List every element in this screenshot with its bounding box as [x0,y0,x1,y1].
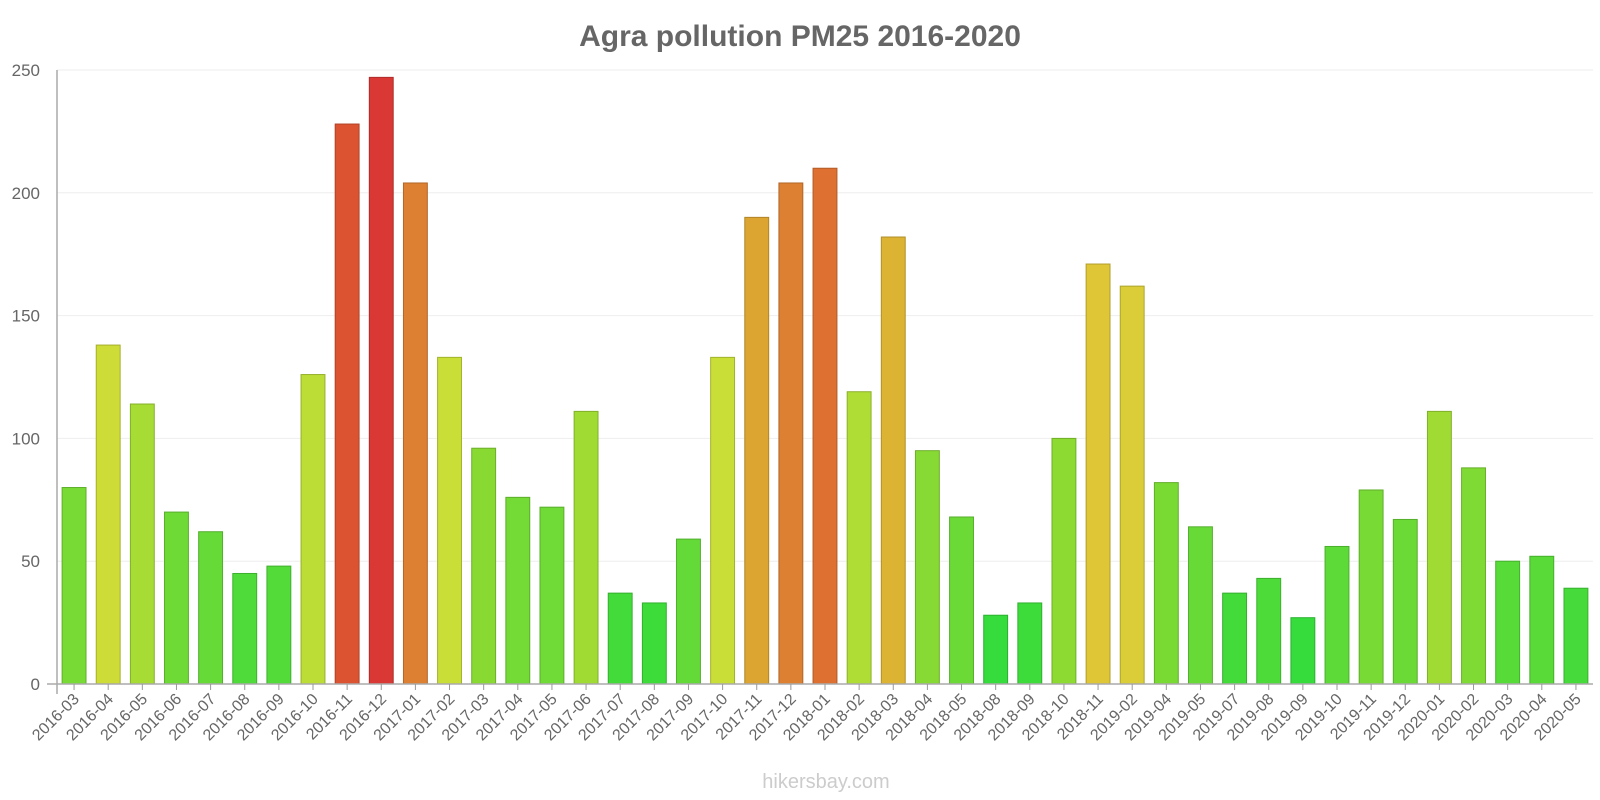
chart-title: Agra pollution PM25 2016-2020 [579,20,1021,53]
y-axis-ticks: 0 50 100 150 200 250 [12,61,40,694]
bar-2018-09[interactable] [1017,602,1043,685]
bar-2017-05[interactable] [539,506,565,685]
bar-2016-10[interactable] [300,374,326,685]
bar-2017-06[interactable] [573,410,599,685]
bar-2020-04[interactable] [1529,555,1555,685]
bar-2017-03[interactable] [471,447,497,685]
bar-2017-07[interactable] [607,592,633,685]
bar-2018-11[interactable] [1085,263,1111,685]
bar-2016-11[interactable] [334,123,360,685]
bar-2019-07[interactable] [1222,592,1248,685]
bar-2019-11[interactable] [1358,489,1384,685]
axes [47,70,1593,694]
bar-2017-11[interactable] [744,216,770,685]
bar-2019-09[interactable] [1290,617,1316,685]
bar-2016-06[interactable] [164,511,189,685]
bar-2016-12[interactable] [368,76,394,685]
y-tick-label-250: 250 [12,61,40,80]
bar-2018-10[interactable] [1051,437,1077,685]
bars [61,76,1589,685]
bar-2016-04[interactable] [95,344,121,685]
bar-2017-01[interactable] [402,182,428,685]
bar-2019-12[interactable] [1392,518,1418,685]
bar-2020-05[interactable] [1563,587,1589,685]
watermark: hikersbay.com [762,771,889,793]
y-tick-label-0: 0 [31,675,40,694]
bar-2016-05[interactable] [129,403,155,685]
bar-2018-08[interactable] [983,614,1009,685]
x-axis-ticks: 2016-032016-042016-052016-062016-072016-… [29,684,1585,744]
y-tick-label-200: 200 [12,184,40,203]
bar-2016-07[interactable] [198,531,224,685]
bar-2019-02[interactable] [1119,285,1145,685]
bar-2017-02[interactable] [437,356,462,685]
bar-2016-09[interactable] [266,565,292,685]
bar-2018-03[interactable] [880,236,906,685]
bar-2019-08[interactable] [1256,577,1282,685]
bar-2019-05[interactable] [1188,526,1213,685]
bar-2017-10[interactable] [710,356,736,685]
bar-2018-02[interactable] [846,391,872,685]
y-tick-label-100: 100 [12,429,40,448]
bar-2020-02[interactable] [1461,467,1486,685]
bar-2017-12[interactable] [778,182,804,685]
bar-2017-08[interactable] [641,602,667,685]
bar-2017-04[interactable] [505,496,531,685]
y-tick-label-150: 150 [12,307,40,326]
bar-2016-08[interactable] [232,572,258,685]
bar-2019-10[interactable] [1324,545,1350,685]
bar-2018-01[interactable] [812,167,838,685]
bar-2017-09[interactable] [676,538,701,685]
bar-2020-01[interactable] [1426,410,1452,685]
bar-2019-04[interactable] [1153,482,1179,685]
bar-2020-03[interactable] [1495,560,1521,685]
bar-2018-04[interactable] [914,450,940,685]
bar-2018-05[interactable] [949,516,974,685]
bar-2016-03[interactable] [61,487,87,685]
y-tick-label-50: 50 [21,552,40,571]
